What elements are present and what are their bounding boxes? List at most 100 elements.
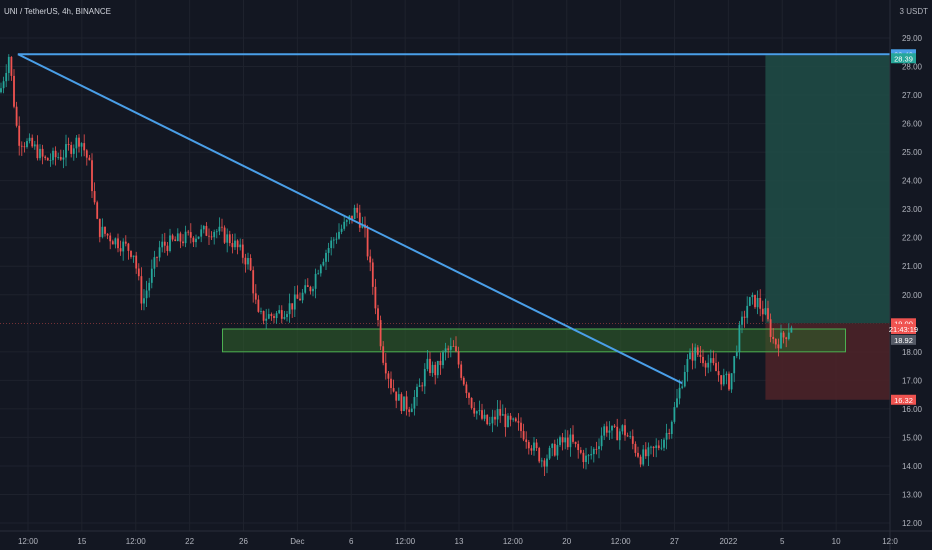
candle-body <box>104 226 106 234</box>
candle-body <box>83 143 86 151</box>
candle-body <box>639 456 642 465</box>
price-axis[interactable]: 12.00 13.00 14.00 15.00 16.00 17.00 18.00 20.00… <box>902 34 923 528</box>
candle-body <box>153 257 156 269</box>
candle-body <box>754 294 756 308</box>
candle-body <box>5 72 8 82</box>
candle-body <box>374 286 377 309</box>
candle-body <box>686 359 689 372</box>
candle-body <box>696 347 699 355</box>
candle-body <box>200 229 203 237</box>
candle-body <box>551 443 554 448</box>
price-tick-label: 18.00 <box>902 348 923 357</box>
candle-body <box>676 398 678 408</box>
price-tick-label: 15.00 <box>902 433 923 442</box>
price-tick-label: 21.00 <box>902 262 923 271</box>
candle-body <box>234 240 236 248</box>
candle-body <box>54 150 57 158</box>
candle-body <box>260 311 262 312</box>
time-tick-label: Dec <box>290 537 304 546</box>
candle-body <box>535 442 538 449</box>
price-tick-label: 13.00 <box>902 490 923 499</box>
candle-body <box>748 297 751 306</box>
time-tick-label: 12:00 <box>611 537 632 546</box>
price-tick-label: 22.00 <box>902 234 923 243</box>
candle-body <box>231 243 234 248</box>
candle-body <box>429 358 431 373</box>
support-zone-rect[interactable] <box>222 328 846 353</box>
candle-body <box>111 241 114 245</box>
candle-body <box>361 224 364 228</box>
price-tick-label: 12.00 <box>902 519 923 528</box>
time-tick-label: 27 <box>670 537 679 546</box>
candle-body <box>254 293 257 300</box>
candle-body <box>319 265 322 274</box>
candle-body <box>7 56 10 73</box>
candle-body <box>761 308 764 315</box>
candle-body <box>49 160 52 161</box>
candle-body <box>72 148 75 154</box>
candle-body <box>332 239 335 241</box>
candle-body <box>501 414 504 416</box>
candle-body <box>585 455 587 463</box>
candle-body <box>247 258 249 265</box>
candle-body <box>410 408 413 412</box>
candle-body <box>296 294 299 299</box>
candle-body <box>98 218 101 237</box>
candle-body <box>491 416 494 424</box>
candle-body <box>507 415 509 428</box>
candle-body <box>293 294 296 310</box>
candle-body <box>33 144 36 147</box>
candle-body <box>712 358 715 364</box>
candle-body <box>488 423 491 425</box>
candle-body <box>514 418 517 422</box>
grid <box>0 0 891 531</box>
profit-area[interactable] <box>765 55 890 324</box>
candle-body <box>59 157 62 160</box>
drawings[interactable] <box>17 53 890 385</box>
candle-body <box>525 439 528 443</box>
candle-body <box>301 292 304 301</box>
time-tick-label: 22 <box>185 537 194 546</box>
candle-body <box>598 446 600 450</box>
candle-body <box>663 439 665 448</box>
candle-body <box>197 236 200 239</box>
candle-body <box>278 310 281 314</box>
candle-body <box>122 241 125 252</box>
candle-body <box>421 385 424 387</box>
candle-body <box>13 75 15 107</box>
price-tick-label: 24.00 <box>902 177 923 186</box>
candle-body <box>504 414 507 428</box>
time-tick-label: 10 <box>832 537 841 546</box>
time-tick-label: 13 <box>455 537 464 546</box>
candle-body <box>751 294 754 298</box>
candle-body <box>735 352 738 357</box>
candle-body <box>18 125 21 146</box>
candle-body <box>720 375 723 385</box>
time-axis[interactable]: 12:00 15 12:00 22 26 Dec 6 12:00 13 12:00 20 12:00 2… <box>18 537 898 546</box>
candle-body <box>26 141 28 147</box>
candle-body <box>670 421 673 434</box>
candle-body <box>520 422 522 432</box>
candle-body <box>20 145 23 147</box>
candle-body <box>681 386 684 388</box>
price-tick-label: 14.00 <box>902 462 923 471</box>
candle-body <box>699 354 702 357</box>
descending-trendline[interactable] <box>17 53 683 385</box>
candle-body <box>767 308 769 320</box>
support-zone[interactable] <box>222 328 846 353</box>
candle-body <box>730 373 733 390</box>
candle-body <box>704 363 707 368</box>
candle-body <box>304 285 307 293</box>
candle-body <box>629 436 632 438</box>
candle-body <box>413 397 416 409</box>
candle-body <box>673 407 676 422</box>
candle-body <box>46 158 49 161</box>
candle-body <box>777 344 780 349</box>
candle-body <box>377 308 379 321</box>
candle-body <box>546 458 548 467</box>
candle-body <box>790 327 793 333</box>
candle-body <box>371 262 374 287</box>
